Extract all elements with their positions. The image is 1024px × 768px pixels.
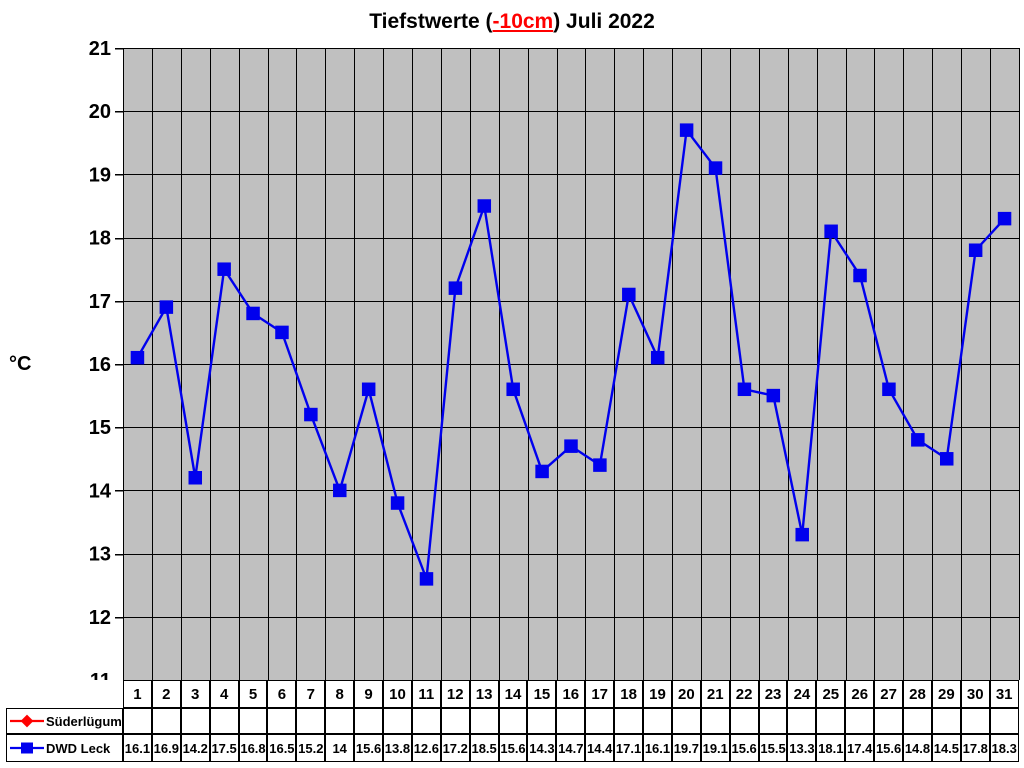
svg-text:11: 11 — [90, 670, 111, 680]
svg-text:15: 15 — [89, 417, 111, 439]
svg-text:21: 21 — [89, 38, 111, 60]
svg-text:12: 12 — [89, 607, 111, 629]
svg-text:17: 17 — [89, 291, 111, 313]
svg-text:14: 14 — [89, 480, 112, 502]
svg-text:18: 18 — [89, 228, 111, 250]
svg-text:16: 16 — [89, 354, 111, 376]
svg-text:19: 19 — [89, 164, 111, 186]
svg-text:20: 20 — [89, 101, 111, 123]
svg-text:13: 13 — [89, 544, 111, 566]
